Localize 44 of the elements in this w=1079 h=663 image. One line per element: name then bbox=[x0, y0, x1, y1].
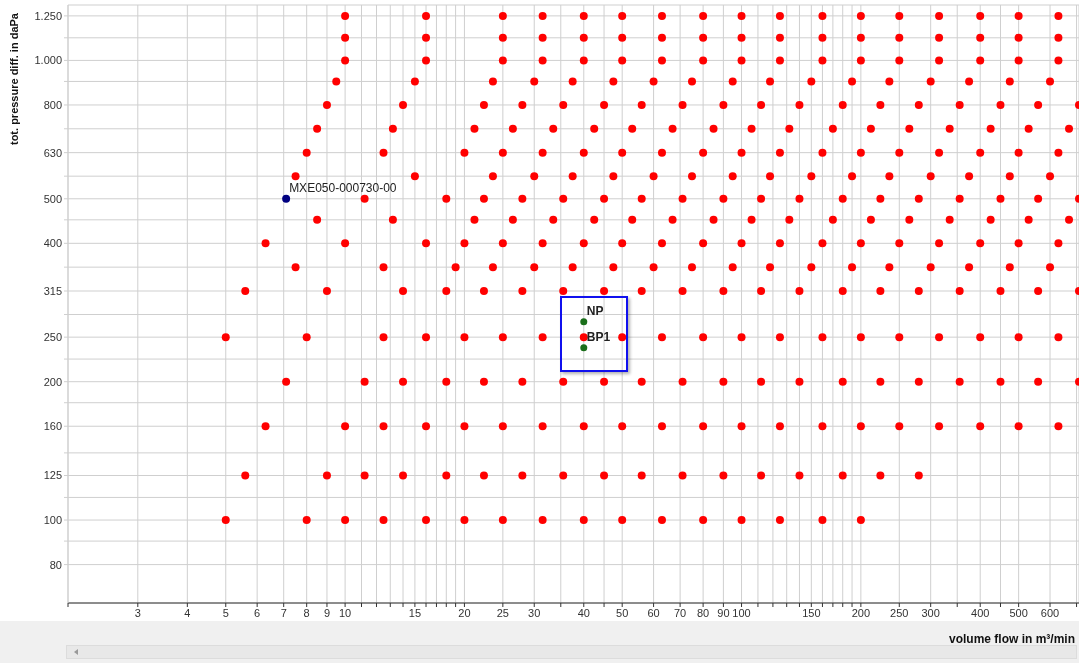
series-label: MXE050-000730-00 bbox=[289, 180, 397, 195]
x-tick-label: 300 bbox=[921, 606, 940, 619]
y-tick-label: 125 bbox=[43, 469, 62, 482]
x-tick-label: 8 bbox=[303, 606, 310, 619]
x-tick-label: 10 bbox=[338, 606, 352, 619]
x-tick-label: 500 bbox=[1009, 606, 1028, 619]
y-tick-label: 400 bbox=[43, 237, 62, 250]
x-tick-label: 200 bbox=[851, 606, 871, 619]
x-tick-label: 600 bbox=[1040, 606, 1060, 619]
y-tick-label: 315 bbox=[43, 284, 62, 297]
y-tick-label: 100 bbox=[43, 513, 62, 526]
x-tick-label: 9 bbox=[323, 606, 331, 619]
x-tick-label: 30 bbox=[528, 606, 541, 619]
x-tick-label: 50 bbox=[616, 606, 629, 619]
x-tick-label: 70 bbox=[674, 606, 687, 619]
x-tick-label: 15 bbox=[408, 606, 422, 619]
x-tick-label: 40 bbox=[577, 606, 590, 619]
x-tick-label: 60 bbox=[647, 606, 660, 619]
y-tick-label: 630 bbox=[43, 146, 62, 159]
y-tick-label: 500 bbox=[43, 192, 62, 205]
x-axis-title: volume flow in m³/min bbox=[948, 632, 1075, 646]
x-tick-label: 20 bbox=[458, 606, 471, 619]
x-tick-label: 4 bbox=[184, 606, 191, 619]
y-tick-label: 200 bbox=[43, 375, 62, 388]
y-tick-label: 800 bbox=[43, 98, 62, 111]
y-axis-title: tot. pressure diff. in daPa bbox=[8, 12, 20, 146]
x-tick-label: 400 bbox=[971, 606, 990, 619]
x-tick-label: 3 bbox=[134, 606, 141, 619]
y-tick-label: 1.000 bbox=[34, 54, 62, 67]
x-tick-label: 90 bbox=[717, 606, 730, 619]
x-tick-label: 6 bbox=[254, 606, 261, 619]
y-tick-label: 1.250 bbox=[34, 9, 62, 22]
x-tick-label: 7 bbox=[280, 606, 287, 619]
series-label: NP bbox=[586, 303, 604, 318]
y-tick-label: 160 bbox=[43, 420, 62, 433]
y-tick-label: 250 bbox=[43, 331, 62, 344]
x-tick-label: 150 bbox=[802, 606, 821, 619]
x-tick-label: 25 bbox=[496, 606, 509, 619]
series-label: BP1 bbox=[586, 329, 611, 344]
x-tick-label: 250 bbox=[890, 606, 909, 619]
y-tick-label: 80 bbox=[49, 558, 62, 571]
x-tick-label: 100 bbox=[732, 606, 751, 619]
x-tick-label: 5 bbox=[222, 606, 229, 619]
x-tick-label: 80 bbox=[696, 606, 710, 619]
